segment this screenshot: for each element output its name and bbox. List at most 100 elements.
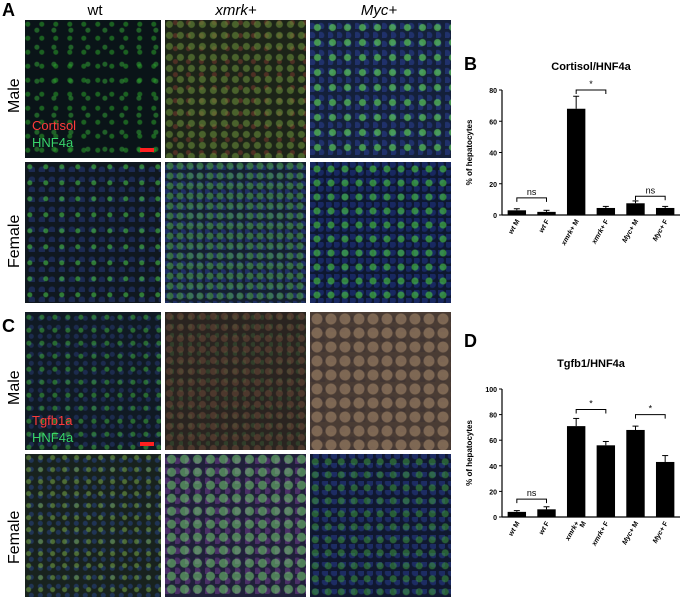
bar bbox=[655, 207, 675, 215]
micrograph-c-wt-male bbox=[25, 312, 161, 450]
x-tick-label: Myc+ F bbox=[652, 218, 670, 243]
significance-bracket bbox=[575, 89, 607, 94]
y-tick-label: 20 bbox=[489, 182, 497, 189]
x-tick-label: Myc+ M bbox=[621, 218, 640, 244]
micrograph-a-wt-male bbox=[25, 20, 161, 158]
bar bbox=[626, 429, 645, 517]
overlay-label-cortisol: Cortisol bbox=[32, 118, 77, 133]
panel-letter-b: B bbox=[464, 54, 477, 74]
x-tick-label-suffix: M bbox=[630, 520, 640, 530]
x-tick-label: Myc+ M bbox=[621, 520, 640, 546]
significance-label: * bbox=[649, 404, 653, 414]
significance-bracket bbox=[635, 195, 666, 201]
x-tick-label-prefix: xmrk+ bbox=[564, 521, 581, 543]
y-tick-label: 60 bbox=[489, 438, 497, 445]
y-tick-label: 40 bbox=[489, 151, 497, 158]
x-tick-label-suffix: F bbox=[601, 218, 611, 228]
micrograph-c-myc-male bbox=[310, 312, 451, 450]
x-tick-label-suffix: F bbox=[542, 520, 552, 530]
x-tick-label: xmrk+ bbox=[564, 521, 581, 543]
x-tick-label: xmrk+ F bbox=[590, 520, 610, 548]
significance-label: ns bbox=[527, 488, 537, 498]
row-label-female-a: Female bbox=[6, 214, 23, 268]
significance-bracket bbox=[575, 408, 607, 414]
overlay-label-hnf4a-a: HNF4a bbox=[32, 135, 74, 150]
x-tick-label-suffix: M bbox=[571, 218, 581, 228]
significance-bracket bbox=[516, 498, 547, 504]
row-label-male-a: Male bbox=[6, 78, 23, 113]
bar bbox=[507, 511, 527, 517]
x-tick-label-prefix: wt bbox=[508, 527, 518, 538]
x-tick-label: wt M bbox=[508, 218, 522, 235]
x-tick-label-suffix: M bbox=[630, 218, 640, 228]
significance-label: * bbox=[589, 79, 593, 89]
x-tick-label: wt F bbox=[538, 520, 551, 536]
significance-bracket bbox=[516, 197, 547, 202]
micrograph-a-myc-male bbox=[310, 20, 451, 158]
bar bbox=[626, 203, 645, 215]
y-tick-label: 20 bbox=[489, 489, 497, 496]
micrograph-c-myc-female bbox=[310, 454, 451, 597]
chart-title: Cortisol/HNF4a bbox=[551, 61, 631, 73]
row-label-male-c: Male bbox=[6, 370, 23, 405]
y-tick-label: 100 bbox=[485, 387, 497, 394]
x-tick-label: Myc+ F bbox=[652, 520, 670, 545]
x-tick-label: xmrk+ F bbox=[590, 218, 610, 246]
bar bbox=[655, 461, 675, 517]
row-label-female-c: Female bbox=[6, 510, 23, 564]
micrograph-a-wt-female bbox=[25, 162, 161, 303]
column-label-wt: wt bbox=[87, 2, 103, 19]
y-tick-label: 40 bbox=[489, 464, 497, 471]
bar bbox=[537, 509, 556, 517]
x-tick-label-prefix: wt bbox=[508, 225, 518, 236]
panel-letter-d: D bbox=[464, 331, 477, 351]
x-tick-label-prefix: wt bbox=[538, 525, 548, 536]
x-tick-label-prefix: xmrk+ bbox=[590, 526, 607, 548]
y-axis-label: % of hepatocytes bbox=[465, 119, 474, 185]
column-label-myc: Myc+ bbox=[360, 2, 398, 19]
x-tick-label: xmrk+ M bbox=[560, 218, 581, 247]
micrograph-a-xmrk-female bbox=[165, 162, 306, 303]
chart-d: Tgfb1/HNF4a % of hepatocytes 0 20 40 60 80 100 w… bbox=[465, 358, 680, 548]
y-tick-label: 60 bbox=[489, 119, 497, 126]
significance-bracket bbox=[635, 414, 666, 419]
x-tick-label-suffix: F bbox=[542, 218, 552, 228]
significance-label: ns bbox=[646, 185, 656, 195]
y-tick-label: 80 bbox=[489, 88, 497, 95]
x-tick-label-prefix: xmrk+ bbox=[590, 224, 607, 246]
micrograph-a-xmrk-male bbox=[165, 20, 306, 158]
bar bbox=[566, 108, 586, 215]
bar bbox=[537, 211, 556, 215]
y-tick-label: 0 bbox=[493, 213, 497, 220]
significance-label: ns bbox=[527, 187, 537, 197]
column-label-xmrk: xmrk+ bbox=[215, 2, 257, 19]
x-tick-label-suffix: F bbox=[661, 520, 671, 530]
micrograph-c-xmrk-female bbox=[165, 454, 306, 597]
bar bbox=[596, 207, 616, 215]
micrograph-c-xmrk-male bbox=[165, 312, 306, 450]
chart-title: Tgfb1/HNF4a bbox=[557, 358, 626, 370]
y-tick-label: 80 bbox=[489, 413, 497, 420]
micrograph-c-wt-female bbox=[25, 454, 161, 597]
y-axis-label: % of hepatocytes bbox=[465, 420, 474, 486]
panel-letter-c: C bbox=[2, 316, 15, 336]
scale-bar-a bbox=[140, 148, 154, 152]
x-tick-label-prefix: wt bbox=[538, 223, 548, 234]
bar bbox=[507, 210, 527, 215]
micrograph-a-myc-female bbox=[310, 162, 451, 303]
x-tick-label-suffix: F bbox=[601, 520, 611, 530]
x-tick-label: wt M bbox=[508, 520, 522, 537]
overlay-label-hnf4a-c: HNF4a bbox=[32, 430, 74, 445]
panel-letter-a: A bbox=[2, 0, 15, 20]
x-tick-label: wt F bbox=[538, 218, 551, 234]
bar bbox=[596, 445, 616, 517]
x-tick-label-suffix: F bbox=[661, 218, 671, 228]
x-tick-label-suffix: M bbox=[512, 520, 522, 530]
overlay-label-tgfb1a: Tgfb1a bbox=[32, 413, 73, 428]
x-tick-label-suffix: M bbox=[512, 218, 522, 228]
y-tick-label: 0 bbox=[493, 515, 497, 522]
x-tick-label-extra: M bbox=[579, 520, 588, 529]
significance-label: * bbox=[589, 398, 593, 408]
bar bbox=[566, 426, 586, 517]
scale-bar-c bbox=[140, 442, 154, 446]
